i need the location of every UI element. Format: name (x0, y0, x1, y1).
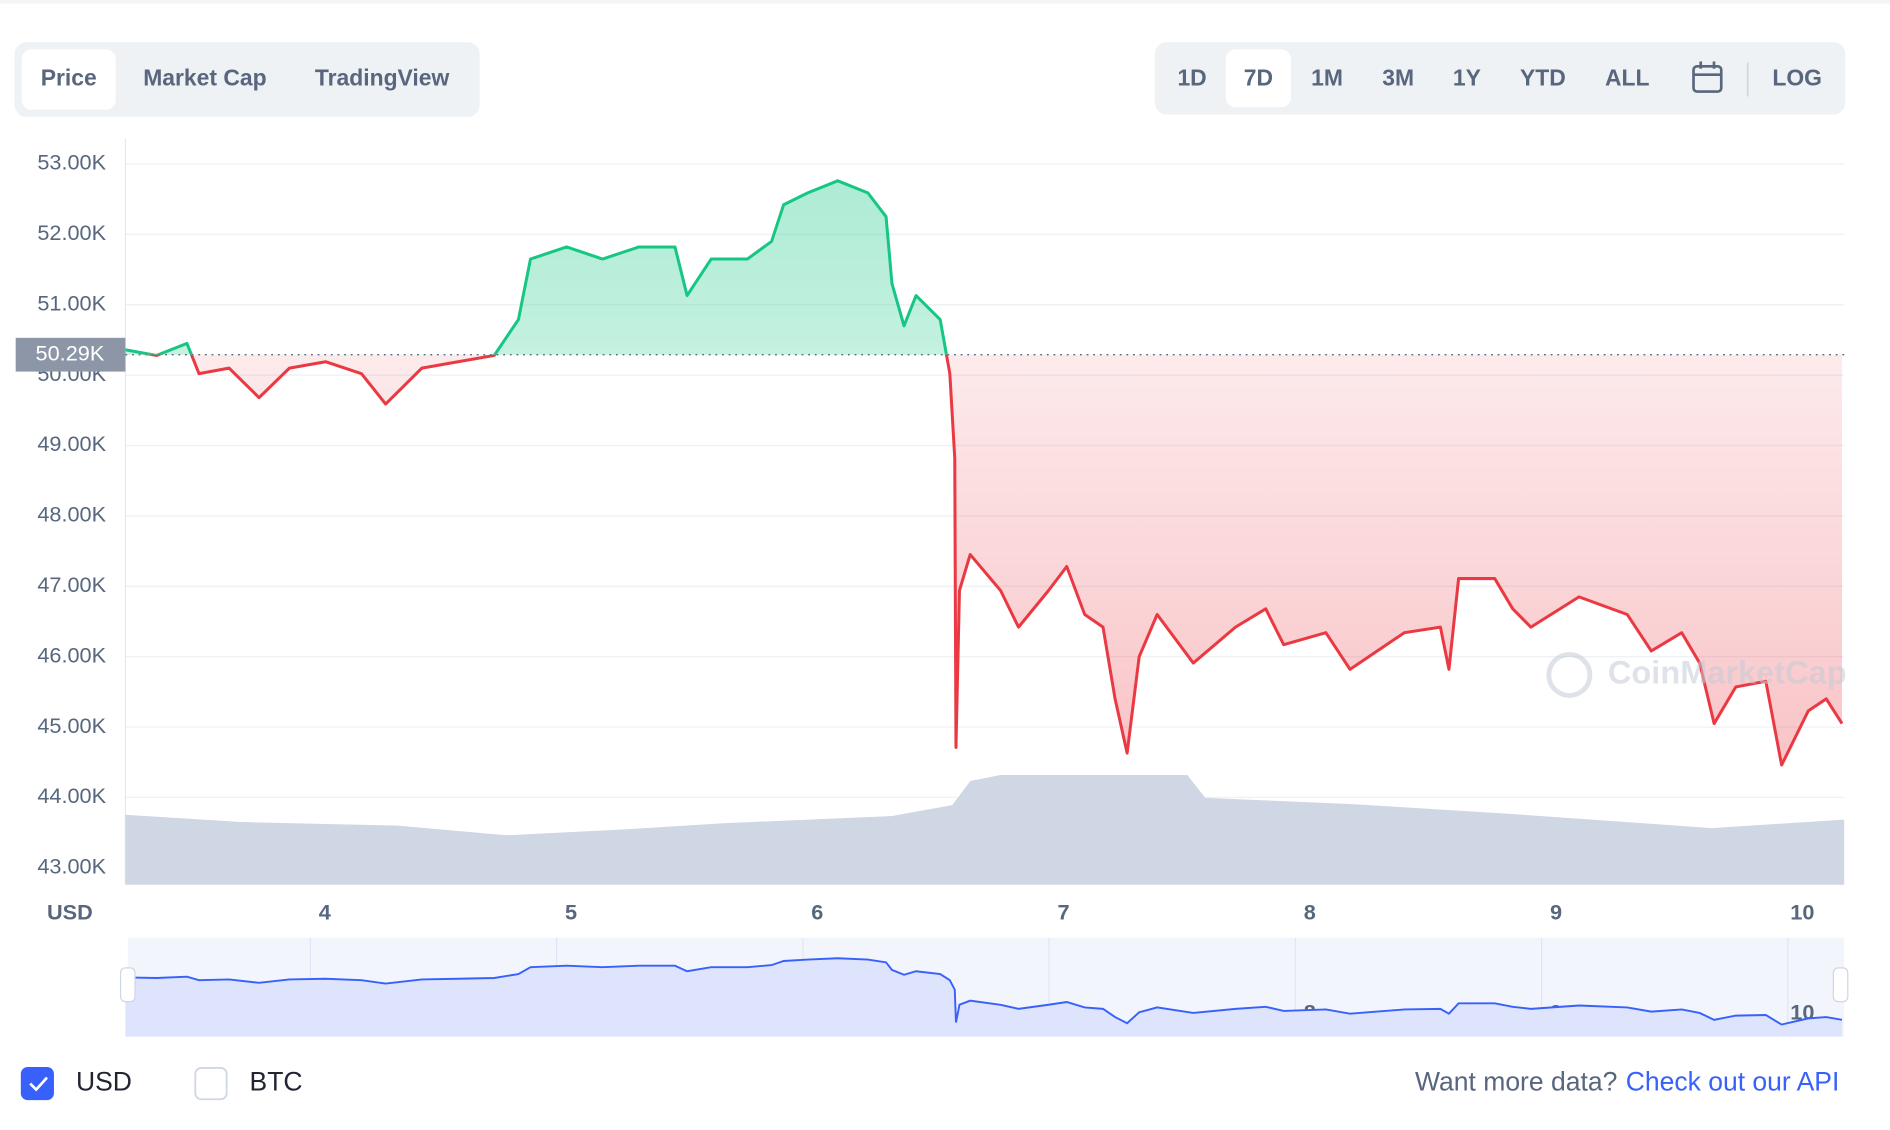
tab-group (14, 42, 480, 117)
nav-area (125, 958, 1843, 1037)
checkmark (29, 1076, 49, 1092)
nav-line (125, 957, 1843, 1026)
active-range-bg (1225, 49, 1291, 108)
range-button[interactable]: 1D (1177, 65, 1206, 91)
x-tick-label: 9 (1550, 899, 1562, 924)
range-button[interactable]: ALL (1605, 65, 1650, 91)
top-border (0, 0, 1890, 4)
x-tick-label: 4 (319, 899, 331, 924)
footer-text: Want more data? (1415, 1067, 1617, 1097)
x-tick-label: 6 (811, 899, 823, 924)
reference-label: 50.29K (36, 340, 105, 365)
tab[interactable]: Market Cap (143, 65, 266, 91)
y-tick-label: 53.00K (37, 150, 106, 175)
y-tick-label: 43.00K (37, 854, 106, 879)
range-button[interactable]: 7D (1244, 65, 1273, 91)
currency-toggle[interactable]: BTC (194, 1067, 303, 1101)
area-down (152, 354, 1843, 766)
log-toggle[interactable]: LOG (1772, 65, 1822, 91)
x-tick-label: 10 (1790, 899, 1814, 924)
api-link[interactable]: Check out our API (1626, 1067, 1840, 1097)
y-tick-label: 47.00K (37, 572, 106, 597)
calendar-icon[interactable] (1692, 61, 1723, 93)
checkbox[interactable] (20, 1067, 54, 1101)
area-up (125, 180, 1842, 355)
tab[interactable]: TradingView (315, 65, 450, 91)
currency-label: USD (47, 899, 93, 924)
watermark-text: CoinMarketCap (1608, 655, 1847, 691)
range-group (1154, 42, 1846, 115)
toggle-label: USD (76, 1067, 132, 1097)
x-tick-label: 8 (1304, 899, 1316, 924)
active-tab-bg (21, 49, 116, 110)
y-tick-label: 51.00K (37, 290, 106, 315)
price-line-down (144, 354, 1844, 767)
reference-tag (15, 337, 126, 372)
range-button[interactable]: 3M (1382, 65, 1414, 91)
y-tick-label: 48.00K (37, 502, 106, 527)
y-tick-label: 49.00K (37, 431, 106, 456)
nav-handle-right[interactable] (1832, 967, 1849, 1003)
y-tick-label: 45.00K (37, 713, 106, 738)
range-button[interactable]: 1M (1311, 65, 1343, 91)
footer: Want more data? Check out our API (1415, 1067, 1839, 1097)
toggle-label: BTC (250, 1067, 303, 1097)
y-tick-label: 44.00K (37, 783, 106, 808)
nav-handle-left[interactable] (119, 967, 136, 1003)
range-button[interactable]: 1Y (1453, 65, 1481, 91)
tab[interactable]: Price (41, 65, 97, 91)
range-button[interactable]: YTD (1520, 65, 1566, 91)
x-tick-label: 7 (1058, 899, 1070, 924)
currency-toggle[interactable]: USD (20, 1067, 132, 1101)
volume-area (125, 775, 1845, 885)
y-tick-label: 52.00K (37, 220, 106, 245)
y-tick-label: 46.00K (37, 642, 106, 667)
checkbox[interactable] (194, 1067, 228, 1101)
x-tick-label: 5 (565, 899, 577, 924)
watermark: CoinMarketCap (1546, 652, 1847, 698)
